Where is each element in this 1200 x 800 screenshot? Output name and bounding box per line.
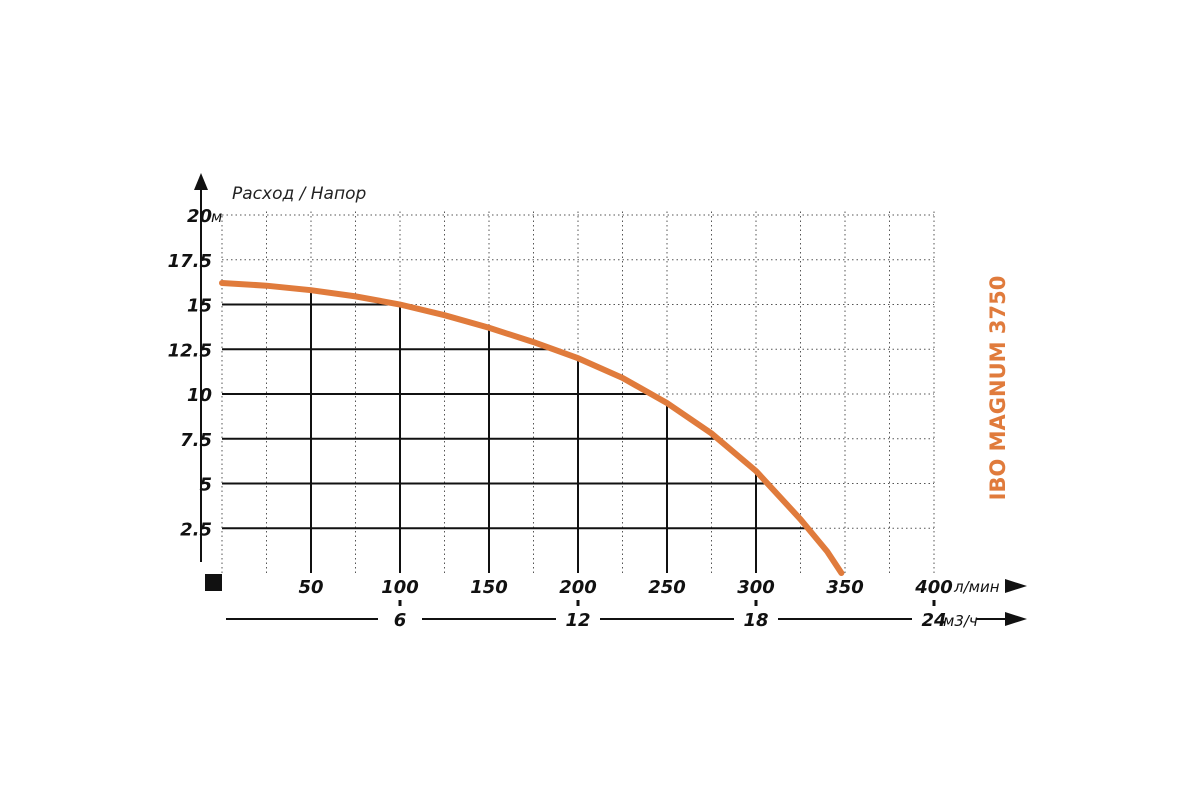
- y-tick-label: 10: [187, 385, 212, 406]
- x-axis-labels: 50 100 150 200 250 300 350 400: [298, 577, 952, 598]
- x-tick-label: 400: [914, 577, 953, 598]
- x-axis-unit: л/мин: [953, 578, 1000, 596]
- x2-tick-label: 24: [921, 610, 946, 631]
- chart-title: Расход / Напор: [232, 184, 366, 204]
- y-tick-label: 7.5: [180, 430, 212, 451]
- x-tick-label: 350: [826, 577, 864, 598]
- x2-axis-arrow: [1005, 612, 1027, 626]
- x-axis-arrow: [1005, 579, 1027, 593]
- y-axis-arrow: [194, 173, 208, 190]
- product-label: IBO MAGNUM 3750: [986, 276, 1010, 501]
- y-tick-label: 2.5: [180, 519, 212, 540]
- chart-axes: [194, 173, 1027, 593]
- y-tick-label: 12.5: [168, 340, 212, 361]
- secondary-x-axis: 6 12 18 24: [226, 600, 1027, 631]
- y-axis-unit: м: [211, 208, 222, 226]
- x2-axis-unit: м3/ч: [943, 612, 978, 630]
- y-axis-labels: 2.5 5 7.5 10 12.5 15 17.5 20: [168, 206, 212, 540]
- x-tick-label: 300: [737, 577, 775, 598]
- y-tick-label: 5: [199, 475, 212, 496]
- x-tick-label: 200: [559, 577, 597, 598]
- origin-marker: [205, 574, 222, 591]
- x2-tick-label: 12: [565, 610, 590, 631]
- y-tick-label: 15: [187, 296, 212, 317]
- x-tick-label: 250: [648, 577, 686, 598]
- series-line: [219, 280, 845, 576]
- x-tick-label: 50: [298, 577, 323, 598]
- y-tick-label: 20: [187, 206, 212, 227]
- x2-tick-label: 18: [743, 610, 768, 631]
- x2-tick-label: 6: [394, 610, 407, 631]
- x-tick-label: 150: [470, 577, 508, 598]
- y-tick-label: 17.5: [168, 251, 212, 272]
- chart-droplines: [222, 290, 808, 573]
- x-tick-label: 100: [381, 577, 419, 598]
